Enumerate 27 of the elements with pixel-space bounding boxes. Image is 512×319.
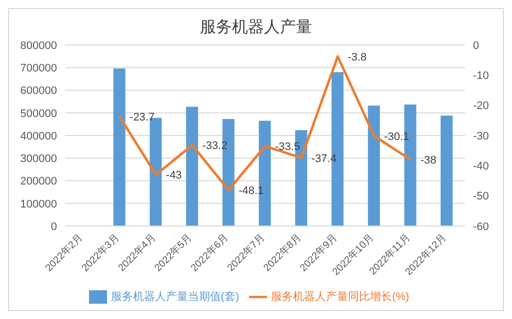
bar	[440, 116, 453, 226]
data-label: -38	[420, 154, 436, 167]
chart-title: 服务机器人产量	[199, 18, 313, 38]
y-tick-label: 500000	[20, 108, 57, 120]
data-label: -23.7	[130, 111, 155, 124]
y-tick-label: 100000	[20, 198, 57, 210]
y2-tick-label: -30	[473, 130, 489, 142]
data-label: -43	[166, 170, 182, 182]
bar	[113, 68, 126, 226]
bar	[368, 106, 380, 226]
bar	[186, 106, 198, 226]
y2-tick-label: -60	[473, 220, 489, 233]
y2-tick-label: -50	[473, 190, 489, 203]
y-tick-label: 600000	[20, 85, 57, 98]
y2-tick-label: 0	[473, 40, 480, 52]
legend-label: 服务机器人产量当期值(套)	[110, 290, 240, 303]
y-tick-label: 700000	[20, 62, 57, 75]
y-tick-label: 800000	[20, 40, 57, 52]
y-tick-label: 400000	[20, 130, 57, 142]
y-tick-label: 0	[50, 220, 57, 233]
y-tick-label: 200000	[20, 176, 57, 188]
legend-label: 服务机器人产量同比增长(%)	[271, 290, 410, 303]
data-label: -3.8	[348, 51, 367, 64]
y-tick-label: 300000	[20, 153, 57, 166]
y2-tick-label: -20	[473, 100, 489, 112]
y2-tick-label: -10	[473, 70, 489, 82]
y2-tick-label: -40	[473, 160, 489, 173]
